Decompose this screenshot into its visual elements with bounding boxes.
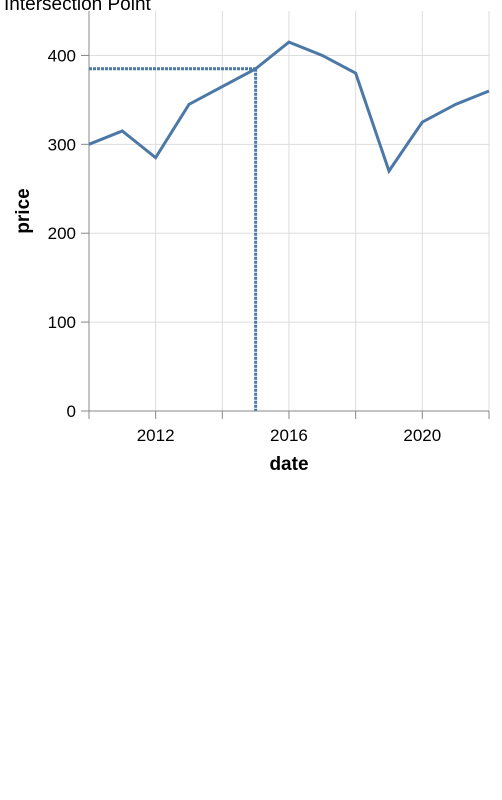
x-tick-label: 2016 (270, 426, 308, 445)
x-axis-title: date (269, 454, 308, 475)
data-marks (88, 40, 490, 411)
axes: 2012 2016 2020 0 100 200 300 400 (48, 11, 490, 445)
price-series-line (88, 40, 490, 175)
chart-title: Intersection Point (4, 0, 152, 15)
x-tick-label: 2012 (137, 426, 175, 445)
y-tick-label: 100 (48, 313, 76, 332)
y-axis-title: price (13, 188, 34, 233)
x-tick-label: 2020 (403, 426, 441, 445)
y-tick-label: 300 (48, 135, 76, 154)
y-tick-label: 200 (48, 224, 76, 243)
y-tick-label: 0 (67, 402, 76, 421)
grid-lines (88, 11, 490, 412)
y-tick-label: 400 (48, 46, 76, 65)
